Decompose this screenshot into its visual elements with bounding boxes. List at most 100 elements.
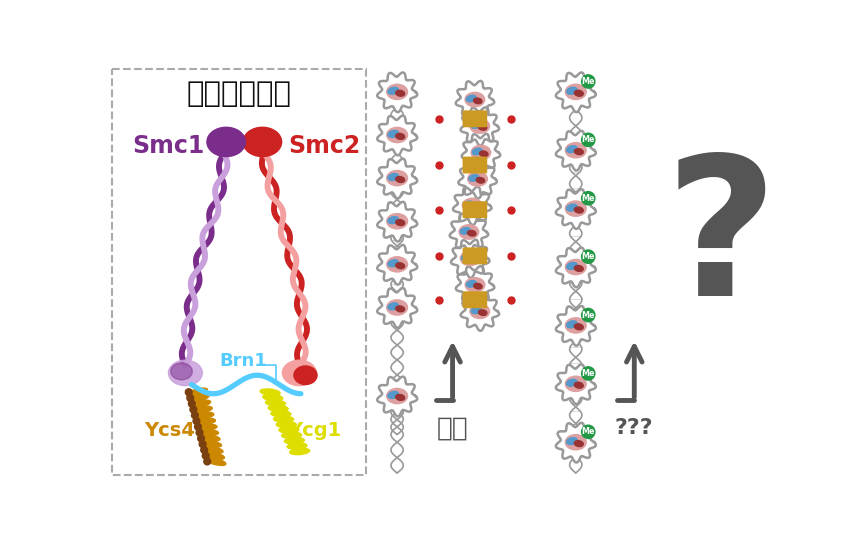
- FancyBboxPatch shape: [462, 156, 487, 174]
- Ellipse shape: [197, 430, 218, 436]
- Ellipse shape: [388, 391, 399, 398]
- Ellipse shape: [565, 84, 586, 100]
- Polygon shape: [377, 72, 417, 112]
- Ellipse shape: [565, 434, 586, 450]
- Text: 凝集: 凝集: [437, 415, 468, 441]
- Ellipse shape: [387, 214, 407, 229]
- Ellipse shape: [396, 263, 405, 269]
- Text: Me: Me: [581, 252, 595, 261]
- Ellipse shape: [471, 307, 481, 314]
- Ellipse shape: [243, 127, 281, 156]
- Ellipse shape: [567, 262, 577, 269]
- Ellipse shape: [207, 127, 246, 156]
- Ellipse shape: [201, 446, 223, 453]
- Circle shape: [581, 75, 595, 88]
- Ellipse shape: [567, 321, 577, 328]
- Ellipse shape: [468, 230, 476, 236]
- Polygon shape: [377, 116, 417, 155]
- Circle shape: [199, 441, 206, 447]
- Ellipse shape: [575, 382, 583, 388]
- Polygon shape: [461, 107, 499, 146]
- Ellipse shape: [388, 174, 399, 181]
- Polygon shape: [556, 423, 596, 463]
- FancyBboxPatch shape: [112, 69, 366, 476]
- Text: Me: Me: [581, 311, 595, 320]
- Ellipse shape: [459, 225, 479, 239]
- Ellipse shape: [470, 119, 490, 133]
- Ellipse shape: [462, 198, 482, 213]
- Ellipse shape: [479, 151, 488, 157]
- Ellipse shape: [387, 257, 407, 272]
- Ellipse shape: [282, 360, 316, 386]
- Text: Me: Me: [581, 135, 595, 144]
- Ellipse shape: [265, 400, 286, 406]
- Polygon shape: [377, 159, 417, 199]
- Text: Me: Me: [581, 369, 595, 378]
- Polygon shape: [462, 134, 501, 172]
- Ellipse shape: [388, 216, 399, 223]
- FancyBboxPatch shape: [462, 247, 487, 265]
- Ellipse shape: [565, 318, 586, 333]
- Ellipse shape: [473, 283, 482, 289]
- Ellipse shape: [567, 438, 577, 445]
- Polygon shape: [556, 364, 596, 404]
- Ellipse shape: [467, 95, 476, 102]
- Ellipse shape: [469, 175, 479, 181]
- Ellipse shape: [188, 394, 209, 402]
- Ellipse shape: [463, 201, 473, 208]
- Ellipse shape: [387, 127, 407, 143]
- Ellipse shape: [285, 438, 304, 444]
- Ellipse shape: [565, 260, 586, 275]
- Ellipse shape: [186, 388, 207, 396]
- Ellipse shape: [279, 427, 299, 433]
- Text: Ycg1: Ycg1: [288, 421, 342, 440]
- Ellipse shape: [281, 432, 302, 438]
- Ellipse shape: [199, 435, 220, 441]
- Circle shape: [581, 133, 595, 147]
- Ellipse shape: [396, 394, 405, 400]
- Circle shape: [581, 250, 595, 263]
- Ellipse shape: [460, 228, 470, 234]
- Ellipse shape: [575, 324, 583, 330]
- Ellipse shape: [387, 170, 407, 186]
- Circle shape: [191, 412, 198, 419]
- Text: コンデンシン: コンデンシン: [187, 80, 292, 108]
- Polygon shape: [556, 189, 596, 229]
- Circle shape: [201, 446, 207, 453]
- Ellipse shape: [268, 405, 288, 412]
- Text: ???: ???: [615, 418, 654, 438]
- Ellipse shape: [387, 300, 407, 315]
- Polygon shape: [456, 81, 494, 119]
- Ellipse shape: [190, 400, 211, 407]
- Circle shape: [581, 192, 595, 205]
- Circle shape: [581, 425, 595, 438]
- Ellipse shape: [462, 254, 472, 261]
- Circle shape: [581, 367, 595, 380]
- Ellipse shape: [479, 124, 487, 130]
- Ellipse shape: [567, 204, 577, 211]
- Ellipse shape: [388, 87, 399, 94]
- Polygon shape: [450, 213, 488, 252]
- Text: ?: ?: [664, 148, 777, 336]
- Text: Ycs4: Ycs4: [144, 421, 196, 440]
- Ellipse shape: [171, 363, 192, 380]
- Ellipse shape: [271, 411, 291, 417]
- Ellipse shape: [565, 143, 586, 158]
- FancyBboxPatch shape: [462, 201, 487, 218]
- Ellipse shape: [470, 304, 490, 319]
- Circle shape: [189, 400, 196, 407]
- FancyBboxPatch shape: [462, 110, 487, 127]
- Ellipse shape: [465, 278, 484, 292]
- Ellipse shape: [396, 220, 405, 226]
- Ellipse shape: [468, 172, 487, 186]
- Ellipse shape: [387, 84, 407, 100]
- Polygon shape: [556, 131, 596, 170]
- Circle shape: [195, 424, 201, 430]
- Ellipse shape: [192, 412, 214, 419]
- Ellipse shape: [191, 406, 212, 413]
- Polygon shape: [458, 160, 497, 199]
- Ellipse shape: [575, 440, 583, 446]
- Ellipse shape: [461, 251, 480, 266]
- Polygon shape: [556, 306, 596, 346]
- Ellipse shape: [575, 149, 583, 155]
